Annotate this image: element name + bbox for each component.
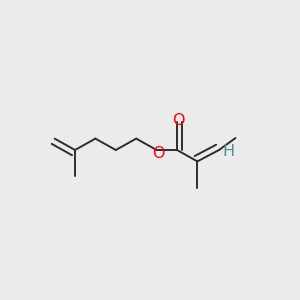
Text: O: O <box>172 113 185 128</box>
Text: H: H <box>223 144 235 159</box>
Text: O: O <box>152 146 164 160</box>
